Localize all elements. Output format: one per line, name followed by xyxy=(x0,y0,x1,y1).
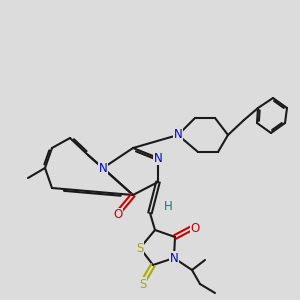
Text: N: N xyxy=(169,251,178,265)
Text: H: H xyxy=(164,200,172,214)
Text: O: O xyxy=(113,208,123,221)
Text: O: O xyxy=(190,221,200,235)
Text: S: S xyxy=(139,278,147,290)
Text: S: S xyxy=(136,242,144,254)
Text: N: N xyxy=(99,161,107,175)
Text: N: N xyxy=(154,152,162,164)
Text: N: N xyxy=(174,128,182,142)
